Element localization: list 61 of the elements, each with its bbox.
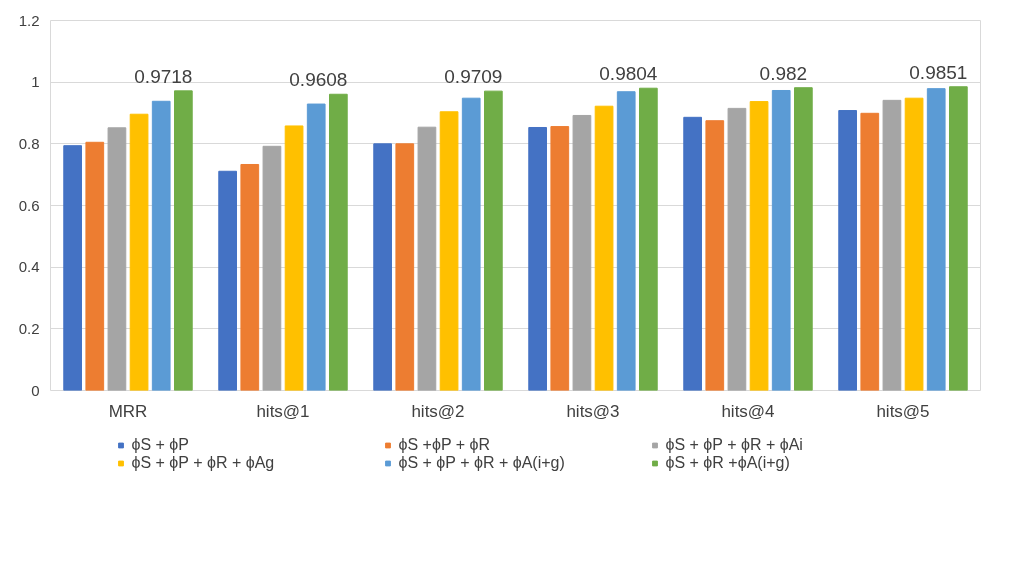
y-tick-label: 1 <box>31 73 40 91</box>
bar <box>373 143 392 391</box>
legend-label: ϕS + ϕP + ϕR + ϕA(i+g) <box>398 454 566 472</box>
data-label: 0.9851 <box>909 61 968 83</box>
bar <box>683 116 702 391</box>
legend-label: ϕS + ϕP <box>131 436 190 454</box>
data-label: 0.9804 <box>599 63 658 85</box>
y-tick-label: 0.8 <box>18 134 40 152</box>
bar <box>926 88 946 391</box>
x-tick-label: hits@5 <box>876 401 930 421</box>
bar <box>528 126 547 391</box>
data-label: 0.9709 <box>444 66 503 88</box>
data-label: 0.982 <box>759 62 808 84</box>
y-tick-label: 0.6 <box>18 196 40 214</box>
bar <box>63 145 82 391</box>
bar <box>860 112 880 391</box>
bar <box>284 125 304 391</box>
bar <box>882 99 902 391</box>
bar <box>771 89 791 391</box>
x-tick-label: hits@1 <box>256 401 310 421</box>
bar <box>417 126 437 391</box>
legend-label: ϕS + ϕP + ϕR + ϕAi <box>665 436 804 454</box>
bar <box>794 87 813 391</box>
bar <box>461 97 481 391</box>
bar <box>838 110 857 391</box>
bar <box>151 100 171 391</box>
legend-label: ϕS + ϕP + ϕR + ϕAg <box>131 454 276 472</box>
bar <box>594 105 614 391</box>
y-tick-label: 0.2 <box>18 319 40 337</box>
x-tick-label: hits@4 <box>721 401 775 421</box>
x-tick-label: MRR <box>108 401 148 421</box>
data-label: 0.9718 <box>134 65 193 87</box>
y-tick-label: 0.4 <box>18 258 40 276</box>
bar <box>550 126 570 391</box>
x-tick-label: hits@2 <box>411 401 465 421</box>
bar <box>616 91 636 391</box>
bar <box>85 141 105 391</box>
bar <box>484 90 503 391</box>
bar <box>395 143 415 391</box>
bar <box>129 113 149 391</box>
bar <box>218 170 237 391</box>
bar <box>306 103 326 391</box>
y-tick-label: 1.2 <box>18 11 40 29</box>
bar <box>639 87 658 391</box>
bar <box>262 145 282 391</box>
bar <box>705 120 725 391</box>
legend-label: ϕS +ϕP + ϕR <box>398 436 491 454</box>
bar <box>749 101 769 391</box>
x-tick-label: hits@3 <box>566 401 620 421</box>
legend-label: ϕS + ϕR +ϕA(i+g) <box>665 454 791 472</box>
bar <box>329 93 348 391</box>
bar <box>727 107 747 391</box>
data-label: 0.9608 <box>289 69 348 91</box>
bar <box>439 111 459 391</box>
bar <box>107 127 127 391</box>
bar <box>904 97 924 391</box>
bar <box>174 90 193 391</box>
bar <box>240 163 260 391</box>
y-tick-label: 0 <box>31 381 40 399</box>
bar <box>572 114 592 391</box>
bar <box>949 86 968 391</box>
